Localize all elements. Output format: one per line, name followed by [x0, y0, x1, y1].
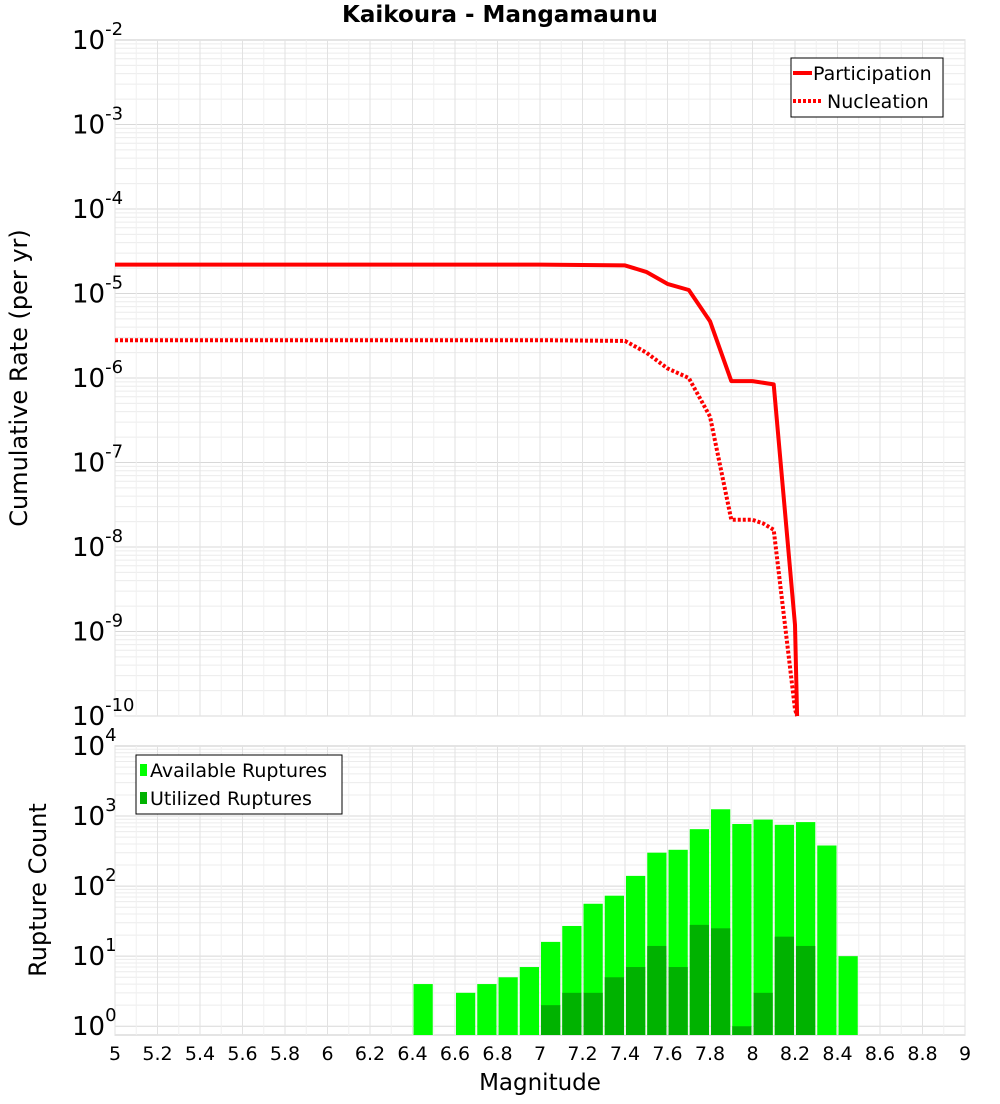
legend-available-label: Available Ruptures: [150, 760, 327, 782]
series-nucleation-line: [115, 338, 800, 717]
legend-utilized-swatch: [140, 792, 147, 804]
utilized-bar: [753, 992, 773, 1035]
rate-y-tick-exponent: -10: [105, 695, 134, 716]
count-y-tick-label: 100: [72, 1005, 117, 1042]
available-bar: [498, 977, 518, 1035]
x-tick-label: 5.2: [142, 1043, 172, 1065]
utilized-bar: [562, 992, 582, 1035]
utilized-bar: [647, 945, 667, 1035]
count-y-tick-exponent: 1: [105, 935, 116, 956]
x-tick-label: 7.8: [695, 1043, 725, 1065]
x-tick-label: 5: [109, 1043, 121, 1065]
rate-y-tick-exponent: -9: [105, 611, 123, 632]
legend-available-swatch: [140, 764, 147, 776]
utilized-bar: [689, 924, 709, 1035]
x-tick-label: 7.2: [567, 1043, 597, 1065]
available-bar: [732, 824, 752, 1035]
rate-legend-box: [790, 57, 944, 118]
utilized-bar: [774, 936, 794, 1035]
x-tick-label: 9: [959, 1043, 971, 1065]
count-y-tick-label: 101: [72, 935, 117, 972]
available-bar: [817, 845, 837, 1035]
rate-y-tick-exponent: -5: [105, 273, 123, 294]
rate-series: [115, 262, 800, 717]
rate-y-tick-label: 10-6: [72, 357, 123, 394]
available-bar: [477, 984, 497, 1035]
utilized-bar: [668, 967, 688, 1035]
legend-participation-label: Participation: [813, 63, 932, 85]
count-legend-box: [135, 754, 343, 815]
series-participation-line: [115, 262, 800, 717]
utilized-bar: [604, 977, 624, 1035]
count-y-tick-label: 102: [72, 865, 117, 902]
count-y-tick-exponent: 3: [105, 795, 116, 816]
x-tick-label: 7.6: [652, 1043, 682, 1065]
x-tick-label: 7.4: [610, 1043, 640, 1065]
count-y-tick-label: 103: [72, 795, 117, 832]
rate-y-tick-label: 10-7: [72, 442, 123, 479]
count-legend: Available Ruptures Utilized Ruptures: [135, 754, 343, 815]
count-panel: 100 101 102 103 1 0 4 5 5.2 5.4 5.6 5.8 6 6.2 6.4 6.6 6…: [24, 725, 971, 1065]
rate-y-tick-exponent: -7: [105, 442, 123, 463]
x-tick-label: 5.6: [227, 1043, 257, 1065]
rate-y-tick-exponent: -3: [105, 104, 123, 125]
available-bar: [456, 992, 476, 1035]
x-tick-label: 6.8: [482, 1043, 512, 1065]
count-y-tick-exponent: 0: [105, 1005, 116, 1026]
legend-utilized-label: Utilized Ruptures: [150, 788, 312, 810]
available-bar: [519, 967, 539, 1035]
count-y-tick-exponent: 2: [105, 865, 116, 886]
utilized-bar: [711, 928, 731, 1035]
count-y-ticks: 100 101 102 103 1 0 4: [72, 725, 117, 1042]
count-y-axis-label: Rupture Count: [24, 803, 52, 977]
count-bars: [413, 809, 858, 1035]
rate-y-tick-exponent: -8: [105, 526, 123, 547]
utilized-bar: [541, 1005, 561, 1035]
rate-y-axis-label: Cumulative Rate (per yr): [5, 229, 33, 527]
rate-y-tick-exponent: -6: [105, 357, 123, 378]
legend-nucleation-label: Nucleation: [827, 91, 929, 113]
utilized-bar: [796, 945, 816, 1035]
x-axis-label: Magnitude: [479, 1070, 601, 1096]
x-tick-label: 5.4: [185, 1043, 215, 1065]
x-tick-label: 6: [321, 1043, 333, 1065]
utilized-bar: [583, 992, 603, 1035]
rate-y-tick-label: 10-10: [72, 695, 135, 732]
available-bar: [838, 956, 858, 1035]
x-tick-label: 8.8: [907, 1043, 937, 1065]
count-grid: [114, 746, 966, 1035]
rate-y-tick-exponent: -2: [105, 19, 123, 40]
x-tick-label: 6.6: [440, 1043, 470, 1065]
count-x-ticks: 5 5.2 5.4 5.6 5.8 6 6.2 6.4 6.6 6.8 7 7.2 7.4 7.6 7.8 8…: [109, 1043, 971, 1065]
x-tick-label: 7: [534, 1043, 546, 1065]
count-y-tick-exponent: 4: [105, 725, 116, 746]
x-tick-label: 8.2: [780, 1043, 810, 1065]
rate-y-tick-exponent: -4: [105, 188, 123, 209]
available-bar: [753, 819, 773, 1035]
utilized-bar: [626, 967, 646, 1035]
utilized-bar: [732, 1026, 752, 1035]
x-tick-label: 6.2: [355, 1043, 385, 1065]
rate-legend: Participation Nucleation: [790, 57, 944, 118]
rate-grid: [114, 40, 966, 717]
x-tick-label: 8: [746, 1043, 758, 1065]
x-tick-label: 8.6: [865, 1043, 895, 1065]
x-tick-label: 8.4: [822, 1043, 852, 1065]
figure-title: Kaikoura - Mangamaunu: [342, 2, 658, 28]
available-bar: [413, 984, 433, 1035]
x-tick-label: 5.8: [270, 1043, 300, 1065]
x-tick-label: 6.4: [397, 1043, 427, 1065]
